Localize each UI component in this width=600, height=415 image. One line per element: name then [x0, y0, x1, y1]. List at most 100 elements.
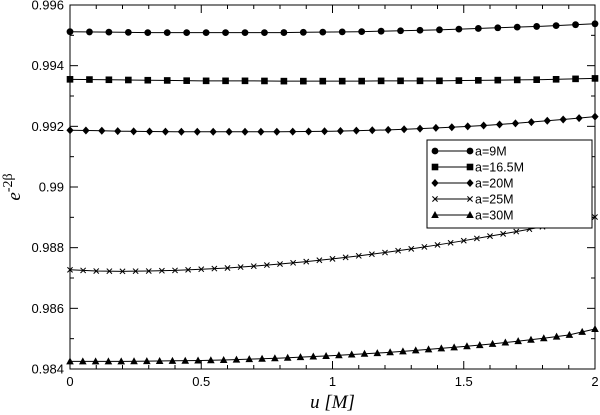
- data-point: [342, 254, 349, 261]
- data-point: [494, 24, 502, 32]
- data-point: [158, 267, 165, 274]
- data-point: [245, 355, 254, 363]
- series-a-9m: [66, 20, 599, 37]
- data-point: [552, 76, 560, 83]
- data-point: [106, 268, 113, 275]
- x-marker-stroke: [421, 243, 428, 250]
- x-marker-stroke: [158, 267, 165, 274]
- data-point: [193, 127, 201, 136]
- data-point: [130, 127, 138, 136]
- x-marker-stroke: [460, 237, 467, 244]
- series-a-30m: [66, 324, 599, 365]
- data-point: [241, 29, 249, 37]
- data-point: [455, 77, 463, 84]
- data-point: [181, 356, 190, 364]
- data-point: [513, 228, 520, 235]
- data-point: [368, 126, 376, 135]
- legend-label: a=30M: [475, 209, 514, 223]
- data-point: [80, 267, 87, 274]
- data-point: [347, 350, 356, 358]
- legend-label: a=20M: [475, 177, 514, 191]
- data-point: [222, 29, 229, 37]
- x-marker-stroke: [80, 267, 87, 274]
- data-point: [219, 355, 228, 363]
- data-point: [578, 327, 586, 335]
- legend-marker: [466, 163, 474, 171]
- data-point: [155, 356, 164, 364]
- x-marker-stroke: [434, 241, 441, 248]
- data-point: [355, 252, 362, 259]
- x-marker-stroke: [198, 266, 205, 273]
- x-marker-stroke: [211, 265, 218, 272]
- data-point: [237, 264, 244, 271]
- data-point: [261, 29, 268, 37]
- data-point: [280, 29, 288, 36]
- data-point: [572, 75, 579, 83]
- legend-item: a=16.5M: [431, 161, 524, 175]
- series-line: [69, 77, 596, 82]
- data-point: [514, 337, 522, 345]
- data-point: [494, 76, 502, 84]
- data-point: [257, 127, 265, 136]
- data-point: [98, 126, 106, 135]
- data-point: [161, 127, 170, 136]
- legend-marker: [467, 196, 473, 202]
- data-point: [105, 28, 113, 36]
- data-point: [565, 330, 574, 338]
- data-point: [177, 127, 185, 136]
- data-point: [377, 77, 385, 85]
- data-point: [207, 356, 215, 364]
- legend-marker: [431, 179, 439, 187]
- x-tick-label: 0.5: [192, 374, 210, 389]
- data-point: [552, 332, 561, 340]
- data-point: [320, 127, 329, 136]
- data-point: [377, 27, 385, 35]
- data-point: [309, 352, 318, 360]
- data-point: [66, 357, 74, 365]
- data-point: [93, 268, 100, 274]
- data-point: [67, 266, 73, 273]
- x-tick-label: 1: [329, 374, 336, 389]
- data-point: [202, 77, 210, 85]
- data-point: [66, 126, 74, 135]
- data-point: [202, 29, 210, 37]
- data-point: [495, 120, 504, 129]
- x-marker-stroke: [277, 261, 283, 268]
- data-point: [225, 127, 233, 136]
- x-tick-label: 0: [66, 374, 73, 389]
- data-point: [250, 263, 257, 270]
- data-point: [463, 342, 471, 350]
- data-point: [358, 28, 366, 36]
- data-point: [358, 77, 365, 85]
- series-a-16-5m: [66, 75, 599, 85]
- data-point: [241, 77, 249, 85]
- data-point: [368, 251, 375, 258]
- x-marker-stroke: [237, 264, 244, 271]
- data-point: [132, 268, 139, 275]
- data-point: [447, 239, 454, 246]
- y-axis-title-superscript: -2β: [1, 173, 16, 192]
- x-marker-stroke: [316, 257, 323, 264]
- data-point: [416, 124, 424, 133]
- data-point: [384, 125, 392, 134]
- data-point: [144, 29, 152, 36]
- x-marker-stroke: [172, 267, 178, 274]
- data-point: [543, 116, 551, 125]
- data-point: [591, 112, 599, 121]
- data-point: [335, 351, 343, 359]
- x-marker-stroke: [303, 258, 310, 265]
- x-marker-stroke: [395, 247, 402, 254]
- data-point: [416, 77, 424, 85]
- x-marker-stroke: [355, 252, 362, 259]
- data-point: [258, 354, 266, 362]
- data-point: [411, 346, 420, 354]
- data-point: [163, 77, 171, 84]
- data-point: [143, 357, 151, 365]
- x-marker-stroke: [382, 249, 388, 256]
- data-point: [124, 28, 132, 36]
- data-point: [527, 335, 535, 343]
- data-point: [119, 268, 126, 275]
- data-point: [211, 265, 218, 272]
- data-point: [232, 355, 241, 363]
- data-point: [395, 247, 402, 254]
